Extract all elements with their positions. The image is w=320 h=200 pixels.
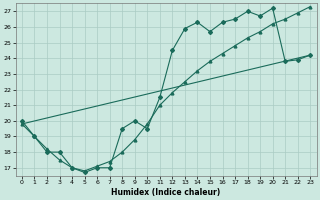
X-axis label: Humidex (Indice chaleur): Humidex (Indice chaleur) — [111, 188, 221, 197]
